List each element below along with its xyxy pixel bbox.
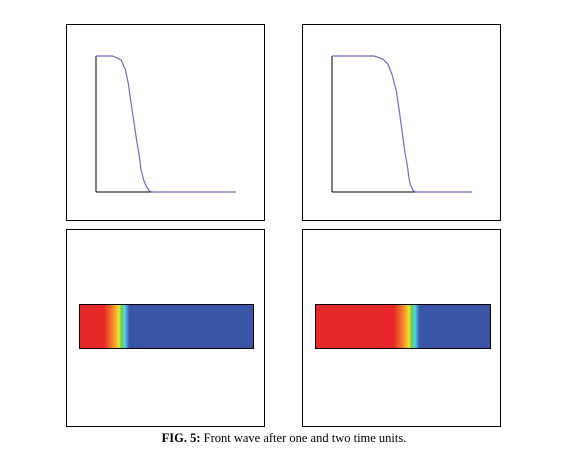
color-bar-t2 — [315, 304, 491, 349]
front-profile-curve-t1 — [96, 55, 236, 193]
line-chart-t2 — [331, 55, 472, 193]
color-map-panel-t1 — [66, 229, 265, 427]
front-profile-plot-t2 — [302, 24, 501, 221]
figure-caption-text: Front wave after one and two time units. — [200, 431, 407, 445]
front-profile-plot-t1 — [66, 24, 265, 221]
line-chart-t1 — [95, 55, 236, 193]
figure-label: FIG. 5: — [161, 431, 201, 445]
front-profile-curve-t2 — [332, 55, 472, 193]
color-bar-t1 — [79, 304, 254, 349]
color-map-panel-t2 — [302, 229, 501, 427]
figure-caption: FIG. 5: Front wave after one and two tim… — [0, 431, 568, 446]
